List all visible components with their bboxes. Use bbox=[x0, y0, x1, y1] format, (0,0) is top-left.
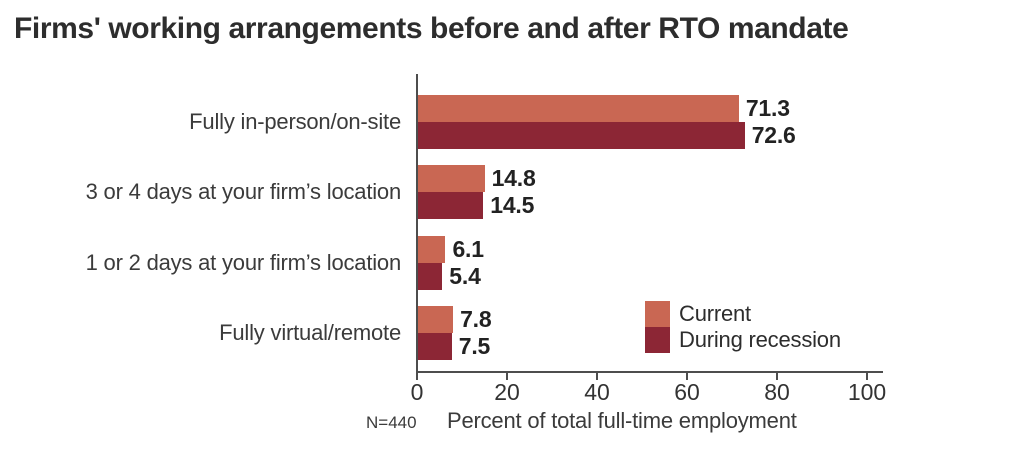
bar-during-recession bbox=[418, 333, 452, 360]
x-tick bbox=[776, 373, 778, 380]
bar-current bbox=[418, 165, 485, 192]
x-axis-label: Percent of total full-time employment bbox=[447, 408, 797, 433]
legend: Current During recession bbox=[645, 301, 841, 353]
y-axis-line bbox=[416, 74, 418, 372]
bar-row: 14.5 bbox=[418, 192, 534, 219]
bar-value-label: 14.5 bbox=[490, 192, 535, 218]
bar-value-label: 72.6 bbox=[751, 122, 796, 148]
bar-current bbox=[418, 236, 446, 263]
category-label: Fully virtual/remote bbox=[219, 320, 401, 345]
legend-item-during-recession: During recession bbox=[645, 327, 841, 353]
bar-row: 71.3 bbox=[418, 95, 790, 122]
x-tick bbox=[596, 373, 598, 380]
x-tick-label: 60 bbox=[674, 379, 700, 405]
chart-title: Firms' working arrangements before and a… bbox=[14, 12, 849, 45]
bar-row: 72.6 bbox=[418, 122, 796, 149]
x-tick-label: 80 bbox=[764, 379, 790, 405]
bar-row: 5.4 bbox=[418, 263, 481, 290]
bar-during-recession bbox=[418, 192, 484, 219]
bar-value-label: 7.5 bbox=[458, 333, 491, 359]
bar-value-label: 7.8 bbox=[460, 306, 492, 332]
legend-item-current: Current bbox=[645, 301, 841, 327]
x-tick-label: 20 bbox=[494, 379, 520, 405]
bar-row: 7.5 bbox=[418, 333, 490, 360]
bar-row: 14.8 bbox=[418, 165, 536, 192]
legend-swatch bbox=[645, 301, 670, 327]
legend-label: During recession bbox=[679, 327, 841, 352]
bar-value-label: 6.1 bbox=[452, 236, 484, 262]
category-label: 1 or 2 days at your firm’s location bbox=[85, 250, 402, 275]
x-tick bbox=[506, 373, 508, 380]
bar-during-recession bbox=[418, 263, 443, 290]
bar-value-label: 5.4 bbox=[449, 263, 481, 289]
bar-value-label: 71.3 bbox=[745, 95, 790, 121]
category-label: Fully in-person/on-site bbox=[189, 109, 401, 134]
x-axis-line bbox=[416, 371, 883, 373]
legend-swatch bbox=[645, 327, 670, 353]
bar-during-recession bbox=[418, 122, 745, 149]
bar-current bbox=[418, 306, 454, 333]
x-tick bbox=[416, 373, 418, 380]
x-tick-label: 40 bbox=[584, 379, 610, 405]
x-tick bbox=[866, 373, 868, 380]
bar-row: 6.1 bbox=[418, 236, 484, 263]
category-label: 3 or 4 days at your firm’s location bbox=[85, 179, 402, 204]
bar-row: 7.8 bbox=[418, 306, 492, 333]
x-tick bbox=[686, 373, 688, 380]
x-tick-label: 0 bbox=[410, 379, 424, 405]
bar-value-label: 14.8 bbox=[491, 165, 536, 191]
sample-size-note: N=440 bbox=[366, 413, 417, 432]
legend-label: Current bbox=[679, 301, 751, 326]
bar-current bbox=[418, 95, 739, 122]
x-tick-label: 100 bbox=[847, 379, 887, 405]
